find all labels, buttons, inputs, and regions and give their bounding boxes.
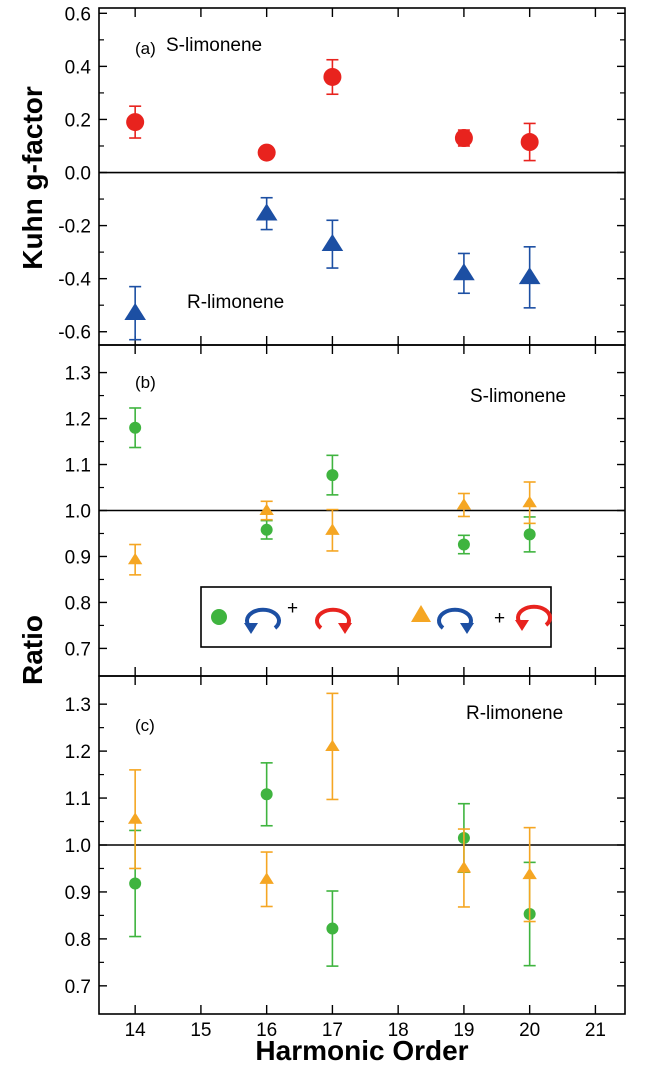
- data-point-triangle: [259, 872, 274, 884]
- x-tick-label: 17: [322, 1020, 343, 1041]
- panel-a: 0.60.40.20.0-0.2-0.4-0.6 (a) S-limonene …: [58, 4, 626, 346]
- data-point-triangle: [456, 498, 472, 510]
- panel-b: 1.3 1.2 1.1 1.0 0.9 0.8 0.7 (b) S-limonene + +: [65, 344, 626, 677]
- data-point-triangle: [325, 739, 340, 751]
- y-tick-label: 0.9: [65, 547, 91, 568]
- data-point-circle: [129, 421, 142, 434]
- data-point-circle: [257, 143, 276, 162]
- panel-c-content: 1.3 1.2 1.1 1.0 0.9 0.8 0.7: [65, 676, 625, 1014]
- panel-a-r-limonene-label: R-limonene: [187, 292, 284, 313]
- data-point-triangle: [456, 861, 472, 873]
- y-tick-label: 1.3: [65, 364, 91, 385]
- y-tick-label: -0.2: [58, 217, 91, 238]
- clockwise-arrow-icon: [437, 607, 474, 634]
- y-tick-label: 1.1: [65, 789, 91, 810]
- data-point-triangle: [255, 203, 278, 221]
- data-point-triangle: [518, 267, 541, 285]
- y-tick-label: 0.8: [65, 930, 91, 951]
- x-tick-label: 21: [585, 1020, 606, 1041]
- panel-c-label: (c): [135, 716, 155, 735]
- legend-plus-2: +: [494, 608, 505, 629]
- data-point-triangle: [259, 503, 274, 516]
- data-point-triangle: [124, 302, 146, 320]
- data-point-triangle: [325, 523, 340, 535]
- data-point-triangle: [522, 867, 537, 880]
- data-point-circle: [457, 538, 470, 551]
- x-tick-label: 20: [519, 1020, 540, 1041]
- y-tick-label: 0.0: [65, 164, 91, 185]
- x-tick-label: 14: [125, 1020, 147, 1041]
- y-tick-label: 0.9: [65, 883, 91, 904]
- panel-a-label: (a): [135, 39, 156, 58]
- clockwise-arrow-icon: [315, 607, 352, 634]
- counterclockwise-arrow-icon: [244, 607, 281, 634]
- y-tick-label: 1.0: [65, 836, 91, 857]
- data-point-circle: [126, 113, 145, 132]
- data-point-circle: [523, 528, 536, 541]
- y-tick-label: 1.1: [65, 456, 91, 477]
- x-tick-label: 18: [388, 1020, 409, 1041]
- legend-circle-marker: [211, 609, 227, 625]
- y-tick-label: -0.4: [58, 270, 91, 291]
- data-point-triangle: [453, 263, 475, 281]
- data-point-triangle: [321, 233, 344, 252]
- panel-b-s-limonene-label: S-limonene: [470, 386, 566, 407]
- x-tick-label: 19: [453, 1020, 474, 1041]
- data-point-circle: [260, 523, 273, 536]
- x-tick-label: 16: [256, 1020, 277, 1041]
- legend-box: [200, 586, 552, 648]
- data-point-triangle: [127, 552, 143, 565]
- data-point-circle: [454, 129, 473, 148]
- data-point-circle: [323, 67, 342, 86]
- y-tick-label: 1.2: [65, 410, 91, 431]
- y-tick-label: 0.2: [65, 110, 91, 131]
- panel-b-label: (b): [135, 373, 156, 392]
- y-axis-title-ratio: Ratio: [17, 615, 48, 685]
- panel-c: 1.3 1.2 1.1 1.0 0.9 0.8 0.7 (c) R-limonene: [65, 675, 626, 1015]
- panel-a-s-limonene-label: S-limonene: [166, 35, 262, 56]
- x-axis-title: Harmonic Order: [255, 1035, 468, 1066]
- data-point-circle: [326, 922, 339, 935]
- legend-triangle-marker: [411, 605, 431, 622]
- y-tick-label: 0.4: [65, 57, 92, 78]
- y-tick-label: 0.6: [65, 4, 91, 25]
- y-axis-title-kuhn: Kuhn g-factor: [17, 86, 48, 270]
- y-tick-label: 0.8: [65, 593, 91, 614]
- data-point-circle: [520, 133, 539, 152]
- panel-c-r-limonene-label: R-limonene: [466, 703, 563, 724]
- legend: + +: [200, 586, 552, 648]
- data-point-triangle: [522, 495, 537, 508]
- legend-plus-1: +: [287, 598, 298, 619]
- data-point-circle: [129, 877, 142, 890]
- y-tick-label: 1.3: [65, 695, 91, 716]
- y-tick-label: 1.2: [65, 742, 91, 763]
- y-tick-label: -0.6: [58, 323, 91, 344]
- x-axis-tick-labels: 14 15 16 17 18 19 20 21: [125, 1020, 606, 1041]
- y-tick-label: 0.7: [65, 639, 91, 660]
- panel-a-content: 0.6 0.4 0.2 0.0 -0.2 -0.4 -0.6: [58, 4, 625, 345]
- y-tick-label: 1.0: [65, 502, 91, 523]
- panel-a-frame: [98, 7, 626, 346]
- y-tick-label: 0.7: [65, 977, 91, 998]
- panel-b-content: 1.3 1.2 1.1 1.0 0.9 0.8 0.7: [65, 345, 625, 676]
- data-point-triangle: [127, 812, 143, 824]
- data-point-circle: [260, 788, 273, 801]
- counterclockwise-arrow-icon: [515, 604, 552, 631]
- x-tick-label: 15: [190, 1020, 211, 1041]
- data-point-circle: [326, 469, 339, 482]
